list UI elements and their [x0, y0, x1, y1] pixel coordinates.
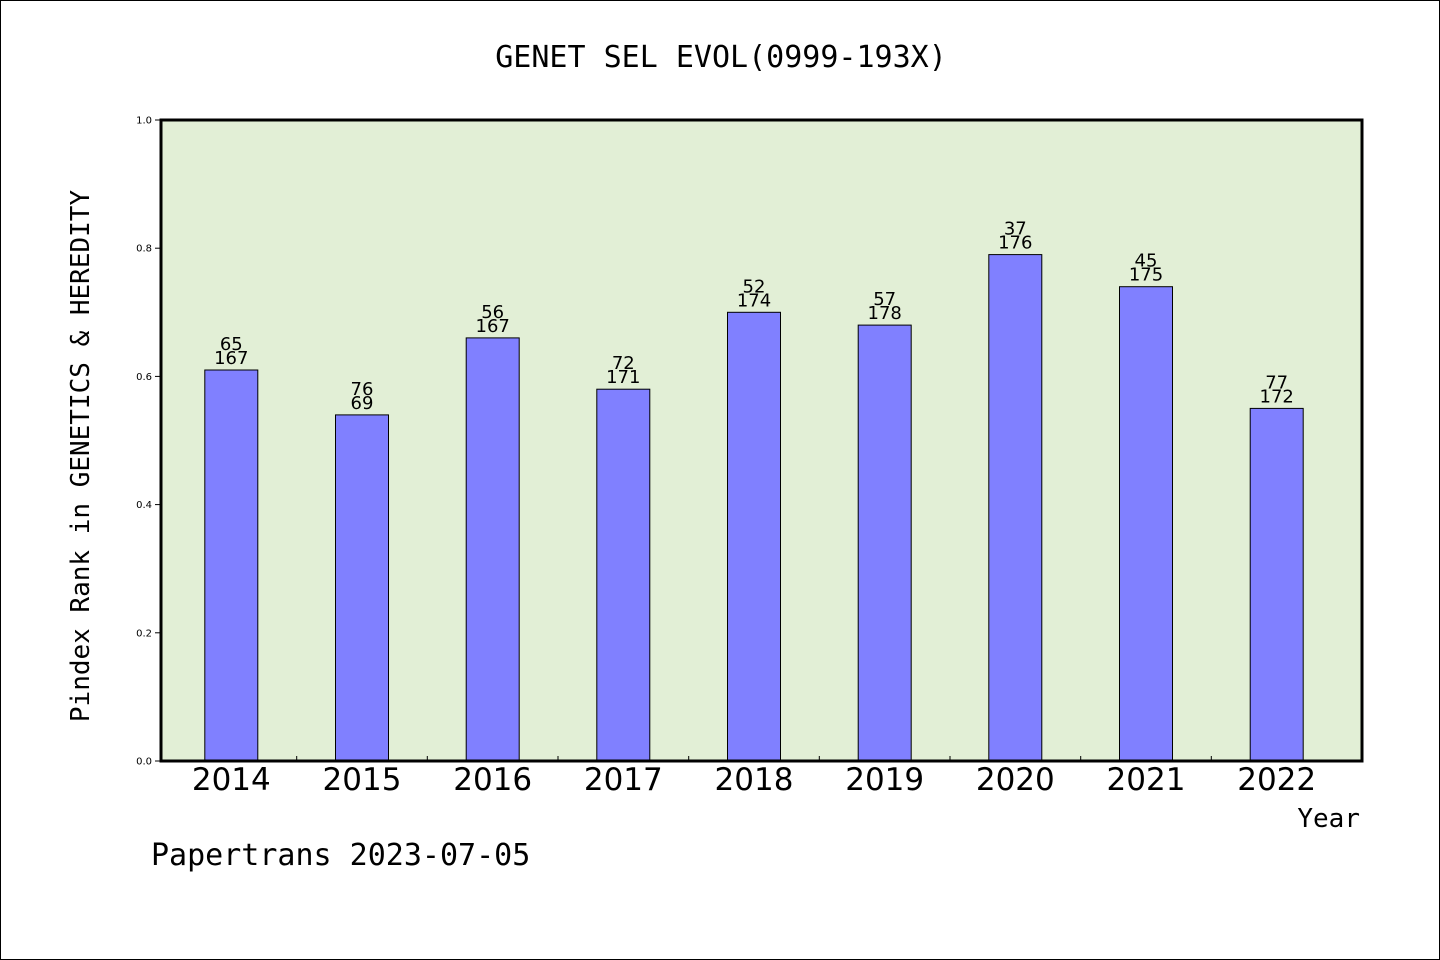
y-tick-label-0.2: 0.2: [136, 628, 152, 639]
rank-label-2018: 52: [743, 276, 766, 297]
y-tick-label-0.4: 0.4: [136, 500, 152, 511]
rank-label-2015: 76: [351, 379, 374, 400]
bar-2017: [596, 388, 651, 762]
x-tick-label-2021: 2021: [1107, 762, 1186, 798]
x-tick-label-2019: 2019: [845, 762, 924, 798]
total-label-2022: 172: [1260, 386, 1294, 407]
rank-label-2016: 56: [481, 302, 504, 323]
y-tick-label-0.8: 0.8: [136, 244, 152, 255]
bar-2016: [465, 337, 520, 762]
x-tick-label-2015: 2015: [323, 762, 402, 798]
x-tick-label-2022: 2022: [1237, 762, 1316, 798]
rank-label-2021: 45: [1135, 251, 1158, 272]
total-label-2019: 178: [868, 303, 902, 324]
rank-label-2017: 72: [612, 353, 635, 374]
y-tick-label-0.6: 0.6: [136, 372, 152, 383]
chart-title: GENET SEL EVOL(0999-193X): [495, 40, 947, 75]
y-axis: 0.0 0.2 0.4 0.6 0.8 1.0: [136, 116, 161, 768]
x-tick-label-2020: 2020: [976, 762, 1055, 798]
rank-label-2014: 65: [220, 334, 243, 355]
total-label-2014: 167: [214, 348, 248, 369]
total-label-2016: 167: [476, 316, 510, 337]
rank-label-2019: 57: [873, 289, 896, 310]
bar-2018: [727, 311, 781, 762]
y-tick-label-0.0: 0.0: [136, 757, 152, 768]
plot-border: [159, 118, 1364, 763]
x-tick-label-2018: 2018: [715, 762, 794, 798]
y-axis-label: Pindex Rank in GENETICS & HEREDITY: [66, 190, 96, 723]
rank-label-2020: 37: [1004, 219, 1027, 240]
x-tick-label-2014: 2014: [192, 762, 271, 798]
y-tick-label-1.0: 1.0: [136, 116, 152, 127]
x-axis: 2014 2015 2016 2017 2018 2019 2020 2021 2022: [192, 756, 1316, 798]
x-tick-label-2016: 2016: [453, 762, 532, 798]
total-label-2020: 176: [998, 233, 1032, 254]
total-label-2018: 174: [737, 290, 771, 311]
bar-2022: [1249, 407, 1304, 762]
bar-2015: [335, 414, 389, 762]
bar-2020: [988, 254, 1043, 762]
total-label-2015: 69: [351, 393, 374, 414]
bars-group: [204, 254, 1304, 762]
bar-2014: [204, 369, 259, 762]
bar-2019: [857, 324, 912, 762]
rank-label-2022: 77: [1265, 372, 1288, 393]
total-label-2021: 175: [1129, 265, 1163, 286]
x-tick-label-2017: 2017: [584, 762, 663, 798]
bar-2021: [1119, 286, 1173, 762]
total-label-2017: 171: [606, 367, 640, 388]
x-axis-label: Year: [1297, 804, 1360, 834]
footer-watermark: Papertrans 2023-07-05: [151, 838, 530, 873]
